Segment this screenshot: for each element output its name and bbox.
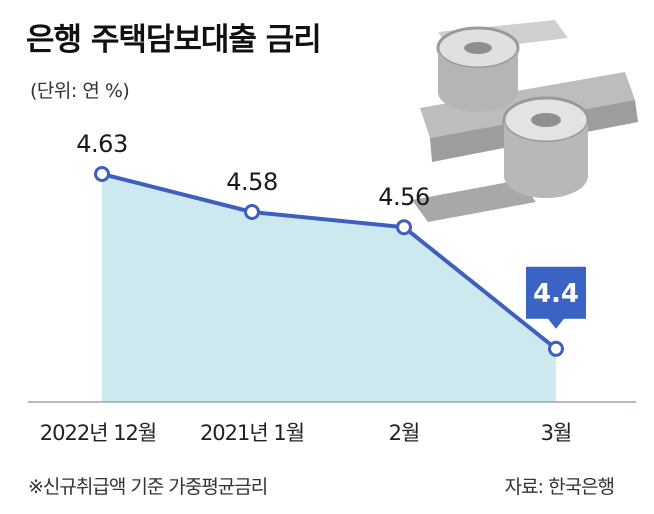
data-label: 4.58 xyxy=(226,168,277,196)
chart-title: 은행 주택담보대출 금리 xyxy=(26,22,322,58)
x-tick-label: 2021년 1월 xyxy=(200,421,304,445)
source-label: 자료: 한국은행 xyxy=(504,476,615,498)
highlight-callout xyxy=(526,266,586,329)
series-line xyxy=(101,172,558,351)
data-point xyxy=(396,219,412,236)
area-fill xyxy=(102,174,556,402)
data-label: 4.56 xyxy=(378,183,429,211)
x-tick-label: 3월 xyxy=(541,421,572,445)
data-point xyxy=(244,204,260,220)
x-tick-label: 2022년 12월 xyxy=(40,421,156,445)
data-label: 4.63 xyxy=(76,130,127,158)
data-point xyxy=(548,340,564,357)
x-tick-label: 2월 xyxy=(389,421,420,445)
unit-label: (단위: 연 %) xyxy=(30,80,130,102)
footnote: ※신규취급액 기준 가중평균금리 xyxy=(28,476,268,498)
percent-sign-3d-icon xyxy=(412,20,638,222)
data-point xyxy=(94,166,110,182)
data-label: 4.4 xyxy=(533,279,579,309)
